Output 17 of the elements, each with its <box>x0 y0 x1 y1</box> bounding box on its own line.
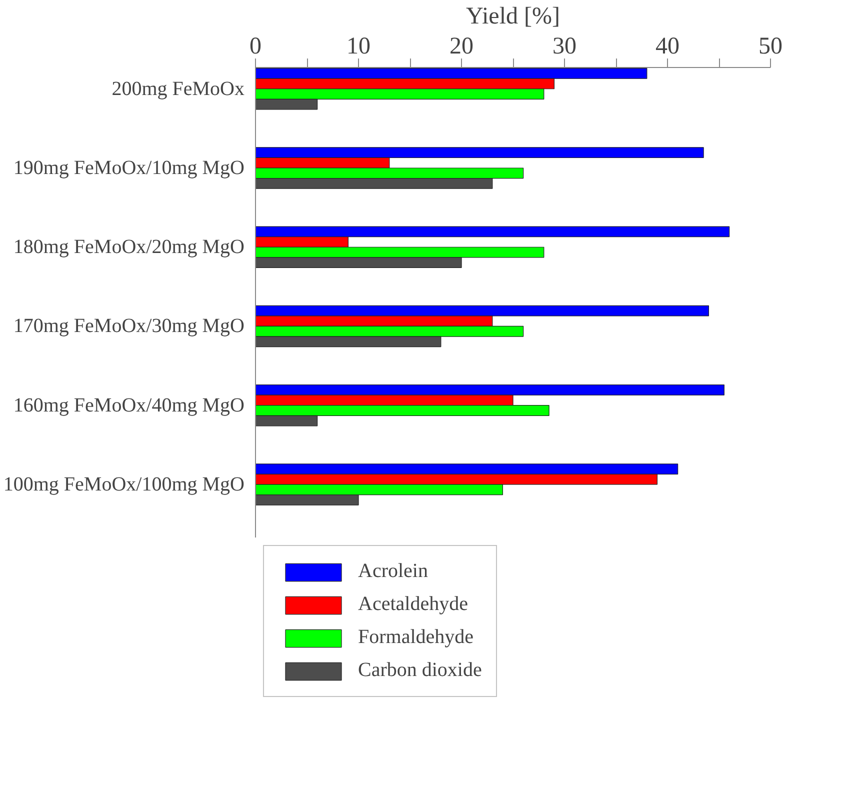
x-tick-label: 40 <box>656 34 680 60</box>
x-tick-label: 0 <box>250 34 262 60</box>
y-tick-label: 160mg FeMoOx/40mg MgO <box>13 394 244 416</box>
x-tick-label: 20 <box>450 34 474 60</box>
y-tick-label: 190mg FeMoOx/10mg MgO <box>13 156 244 179</box>
y-tick-label: 180mg FeMoOx/20mg MgO <box>13 236 244 258</box>
x-tick-label: 50 <box>758 34 782 60</box>
y-tick-label: 100mg FeMoOx/100mg MgO <box>3 473 244 496</box>
legend-label: Carbon dioxide <box>358 659 482 682</box>
x-axis-title: Yield [%] <box>466 4 560 30</box>
x-tick-label: 10 <box>346 34 370 60</box>
x-tick-label: 30 <box>552 34 576 60</box>
y-tick-label: 170mg FeMoOx/30mg MgO <box>13 315 244 338</box>
legend-label: Acetaldehyde <box>358 593 468 616</box>
legend-label: Formaldehyde <box>358 626 474 649</box>
y-tick-label: 200mg FeMoOx <box>112 78 245 100</box>
legend-label: Acrolein <box>358 560 428 583</box>
